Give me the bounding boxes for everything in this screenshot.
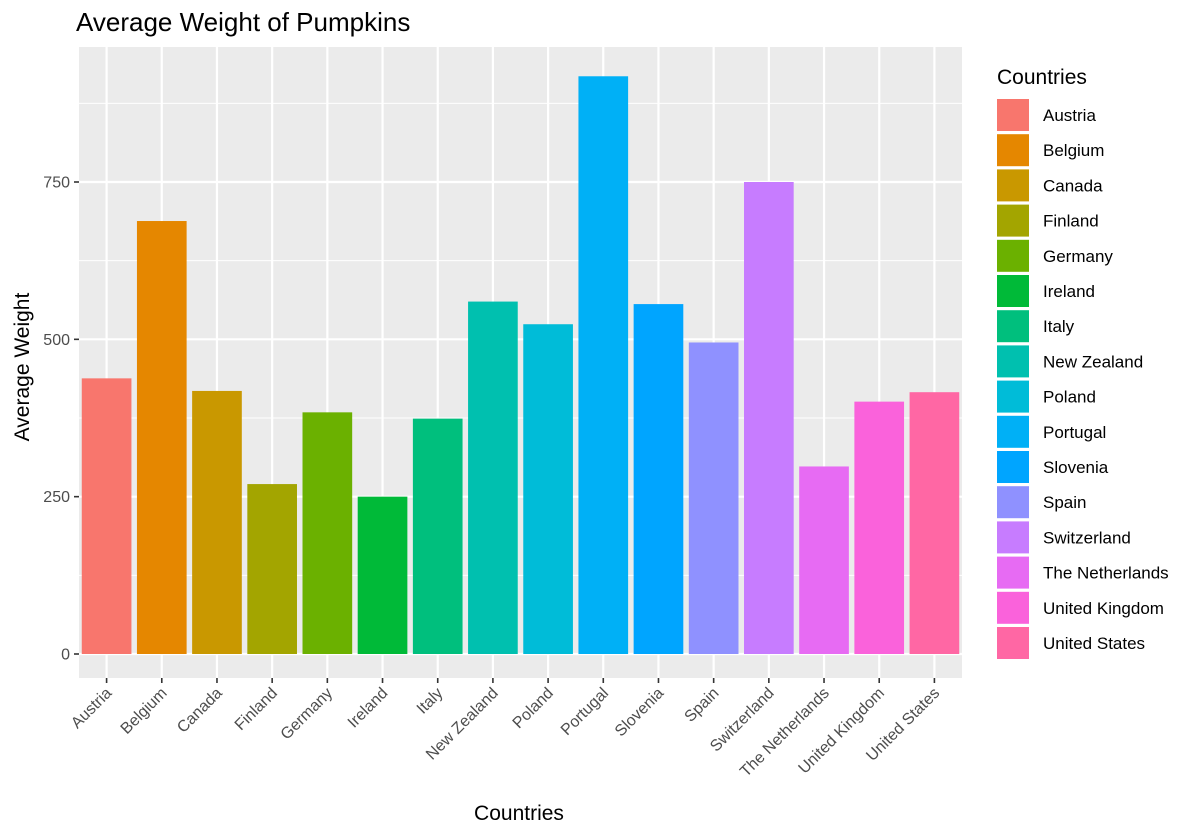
legend-label: Germany <box>1043 247 1113 266</box>
x-tick-label: Poland <box>510 685 557 732</box>
legend-label: New Zealand <box>1043 352 1143 371</box>
x-axis-title: Countries <box>474 802 564 825</box>
legend-label: Slovenia <box>1043 458 1109 477</box>
legend-key <box>997 521 1029 554</box>
x-tick-label: Finland <box>232 685 281 734</box>
legend-key <box>997 627 1029 659</box>
bar <box>688 342 739 654</box>
legend-key <box>997 345 1029 378</box>
legend-label: Canada <box>1043 176 1103 195</box>
y-axis-title: Average Weight <box>11 293 34 442</box>
x-tick-label: Slovenia <box>612 685 667 740</box>
bar <box>799 466 849 654</box>
legend-label: Portugal <box>1043 423 1106 442</box>
chart-title: Average Weight of Pumpkins <box>76 7 410 37</box>
legend-label: Belgium <box>1043 141 1104 160</box>
x-tick-label: Germany <box>278 685 337 744</box>
x-tick-label: Austria <box>68 685 115 732</box>
legend-key <box>997 134 1029 167</box>
bar <box>909 392 960 654</box>
x-tick-label: Belgium <box>118 685 171 738</box>
legend-key <box>997 591 1029 624</box>
x-tick-label: Spain <box>682 685 723 726</box>
legend-key <box>997 239 1029 272</box>
x-tick-label: Ireland <box>345 685 392 732</box>
x-tick-label: Italy <box>414 685 447 718</box>
legend-items: Austria Belgium Canada Finland Germany Irelan… <box>997 99 1169 659</box>
legend-key <box>997 275 1029 307</box>
bar <box>633 304 684 654</box>
legend: Countries Austria Belgium Canada Finland Ger… <box>997 66 1169 659</box>
bar <box>192 390 242 654</box>
y-tick-label: 750 <box>43 175 70 192</box>
y-axis: 0 250 500 750 <box>43 175 79 664</box>
legend-label: United States <box>1043 634 1145 653</box>
bar <box>744 182 794 654</box>
legend-label: Italy <box>1043 317 1075 336</box>
bar <box>81 378 132 654</box>
legend-key <box>997 415 1029 448</box>
bar <box>578 76 629 655</box>
bar <box>523 324 573 654</box>
bar <box>136 221 187 654</box>
bar <box>357 496 408 654</box>
bar <box>302 412 353 654</box>
bar <box>247 484 297 654</box>
bars <box>81 76 960 655</box>
legend-label: Ireland <box>1043 282 1095 301</box>
y-tick-label: 250 <box>43 489 70 506</box>
x-tick-label: Canada <box>174 685 226 737</box>
legend-key <box>997 204 1029 237</box>
legend-key <box>997 451 1029 483</box>
bar <box>854 401 905 654</box>
legend-label: Austria <box>1043 106 1096 125</box>
y-tick-label: 0 <box>61 647 70 664</box>
bar <box>468 301 518 654</box>
legend-title: Countries <box>997 66 1087 89</box>
legend-key <box>997 310 1029 343</box>
legend-label: Switzerland <box>1043 528 1131 547</box>
legend-key <box>997 169 1029 202</box>
legend-key <box>997 486 1029 519</box>
legend-label: Finland <box>1043 212 1099 231</box>
legend-label: United Kingdom <box>1043 599 1164 618</box>
bar <box>412 418 463 654</box>
x-tick-label: Portugal <box>558 685 612 739</box>
y-tick-label: 500 <box>43 332 70 349</box>
legend-key <box>997 556 1029 589</box>
legend-key <box>997 99 1029 131</box>
legend-label: Poland <box>1043 388 1096 407</box>
legend-label: Spain <box>1043 493 1086 512</box>
legend-label: The Netherlands <box>1043 564 1169 583</box>
legend-key <box>997 380 1029 413</box>
